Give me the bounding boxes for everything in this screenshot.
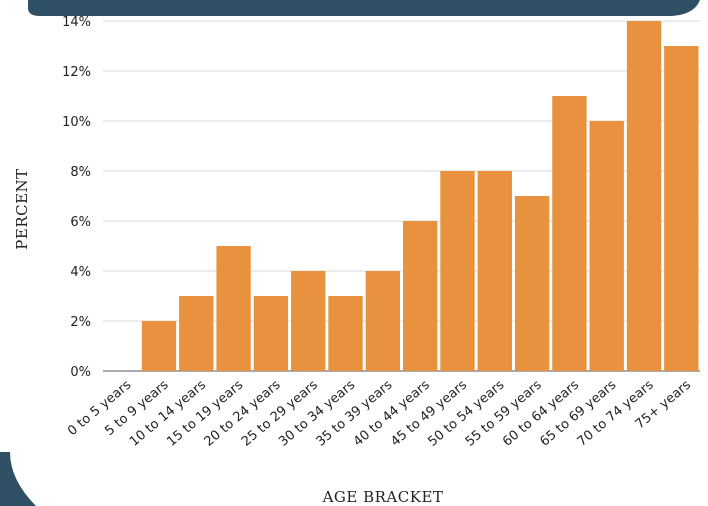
y-tick-label: 10% — [62, 115, 91, 130]
bar — [216, 246, 251, 371]
bar — [514, 196, 550, 371]
y-tick-label: 4% — [70, 265, 91, 280]
bar — [365, 271, 401, 371]
bar — [291, 271, 326, 371]
bar — [402, 221, 438, 371]
y-tick-label: 8% — [70, 165, 91, 180]
y-tick-label: 14% — [62, 15, 91, 30]
bar — [589, 121, 624, 371]
y-tick-label: 12% — [62, 65, 91, 80]
bar — [440, 171, 475, 371]
y-tick-label: 6% — [70, 215, 91, 230]
bar — [626, 21, 662, 371]
bar — [141, 321, 177, 371]
bars — [141, 21, 699, 371]
bar — [328, 296, 363, 371]
bar — [552, 96, 587, 371]
y-tick-labels: 0% 2% 4% 6% 8% 10% 12% 14% — [62, 15, 91, 380]
y-axis-title: PERCENT — [13, 168, 31, 249]
bar — [253, 296, 289, 371]
y-tick-label: 2% — [70, 315, 91, 330]
bar — [179, 296, 214, 371]
bar — [477, 171, 512, 371]
x-axis-title: AGE BRACKET — [322, 488, 444, 506]
bar — [664, 46, 699, 371]
y-tick-label: 0% — [70, 365, 91, 380]
